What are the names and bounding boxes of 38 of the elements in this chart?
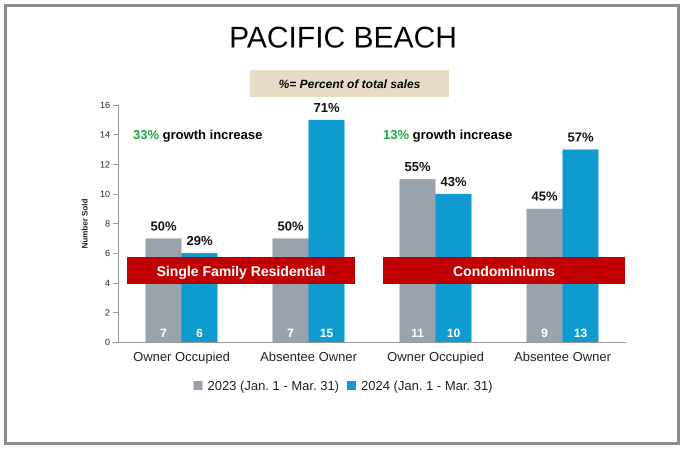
y-axis-title: Number Sold: [80, 198, 90, 248]
x-tick-label: Absentee Owner: [514, 349, 612, 364]
y-tick-label: 0: [104, 337, 110, 347]
x-tick-label: Owner Occupied: [133, 349, 230, 364]
data-label: 15: [320, 326, 334, 340]
annotation: 13% growth increase: [383, 127, 512, 142]
annotation: 45%: [531, 188, 558, 204]
legend-label: 2024 (Jan. 1 - Mar. 31): [361, 378, 493, 393]
annotation: 43%: [440, 174, 467, 189]
data-label: 7: [160, 326, 168, 340]
data-label: 10: [446, 326, 460, 340]
data-label: 7: [287, 326, 294, 340]
y-tick-label: 14: [100, 130, 110, 140]
banner: Single Family Residential: [127, 257, 355, 284]
annotation: 50%: [150, 218, 177, 234]
y-tick-label: 4: [104, 278, 110, 288]
data-label: 6: [196, 326, 204, 340]
y-tick-label: 6: [104, 248, 110, 258]
annotation: 29%: [186, 233, 213, 248]
y-tick-label: 16: [100, 100, 110, 110]
x-tick-label: Absentee Owner: [260, 349, 358, 364]
x-tick-label: Owner Occupied: [387, 349, 484, 364]
annotation: 57%: [567, 129, 594, 144]
annotation: 55%: [404, 159, 431, 174]
legend-label: 2023 (Jan. 1 - Mar. 31): [207, 378, 340, 393]
y-tick-label: 12: [100, 159, 110, 170]
annotation: 71%: [313, 100, 340, 115]
chart-title: PACIFIC BEACH: [229, 22, 457, 54]
annotation: 50%: [277, 218, 304, 234]
text: %= Percent of total sales: [250, 70, 449, 97]
data-label: 9: [541, 326, 548, 340]
data-label: 13: [574, 326, 588, 340]
banner: Condominiums: [383, 257, 625, 284]
data-label: 11: [411, 326, 424, 340]
y-tick-label: 8: [104, 218, 110, 228]
y-tick-label: 2: [104, 307, 110, 318]
y-tick-label: 10: [100, 188, 110, 199]
annotation: 33% growth increase: [133, 127, 262, 142]
